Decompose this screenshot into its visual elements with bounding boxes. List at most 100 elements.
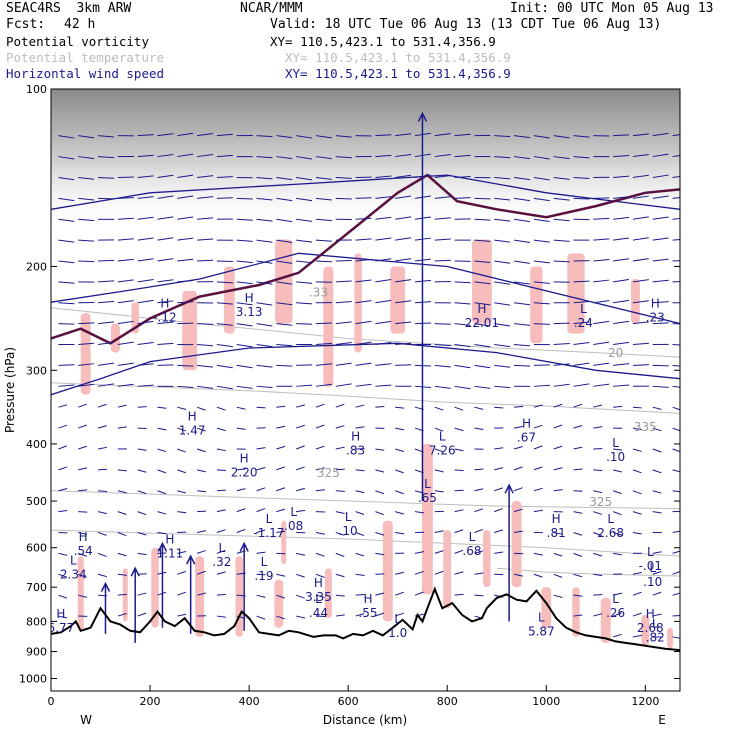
wind-vector-719: [652, 301, 669, 304]
wind-vector-242: [256, 218, 273, 222]
wind-vector-571: [533, 197, 550, 202]
wind-vector-497: [454, 571, 464, 575]
wind-vector-306: [296, 552, 306, 556]
wind-vector-223: [236, 323, 253, 327]
wind-vector-678: [612, 490, 622, 495]
wind-vector-289: [296, 197, 313, 202]
pv-region-6: [323, 266, 334, 387]
wind-vector-680: [612, 532, 622, 536]
wind-vector-424: [395, 511, 404, 515]
wind-vector-272: [276, 344, 293, 347]
wind-vector-325: [315, 445, 325, 450]
wind-vector-485: [454, 323, 471, 326]
wind-vector-683: [613, 592, 623, 596]
wind-vector-151: [177, 322, 194, 325]
y-tick-label-9: 1000: [19, 673, 47, 686]
wind-vector-159: [177, 490, 187, 494]
wind-vector-477: [454, 154, 471, 158]
wind-vector-590: [553, 135, 570, 139]
hl-value-28: .10: [606, 450, 625, 464]
hl-value-11: .08: [284, 519, 303, 533]
wind-vector-353: [335, 532, 345, 536]
wind-vector-488: [454, 385, 471, 390]
hl-value-10: -1.17: [253, 526, 284, 540]
hl-value-7: .44: [309, 606, 328, 620]
legend-pv-name: Potential vorticity: [6, 34, 149, 49]
wind-vector-165: [177, 613, 187, 617]
wind-vector-746: [672, 344, 680, 346]
wind-vector-737: [672, 155, 680, 158]
wind-vector-389: [375, 279, 392, 283]
wind-vector-155: [177, 406, 187, 411]
wind-vector-666: [613, 237, 630, 241]
wind-vector-705: [632, 532, 642, 535]
wind-vector-452: [414, 591, 424, 596]
wind-vector-502: [474, 197, 491, 200]
wind-vector-157: [177, 448, 186, 453]
wind-vector-677: [613, 469, 622, 473]
wind-vector-81: [117, 341, 134, 346]
wind-vector-745: [672, 323, 680, 325]
wind-vector-368: [355, 341, 372, 346]
wind-vector-361: [355, 197, 372, 199]
wind-vector-179: [196, 406, 206, 411]
wind-vector-478: [454, 175, 471, 178]
wind-vector-584: [533, 466, 543, 471]
wind-vector-532: [494, 323, 511, 327]
wind-vector-100: [137, 237, 154, 241]
wind-vector-51: [98, 197, 115, 200]
forecast-hour: 42 h: [64, 17, 96, 32]
wind-vector-132: [157, 406, 167, 409]
hl-value-1: .54: [74, 544, 93, 558]
wind-vector-417: [395, 364, 412, 366]
wind-vector-476: [454, 133, 471, 137]
wind-vector-672: [613, 363, 630, 366]
wind-vector-275: [276, 405, 286, 408]
wind-vector-262: [276, 135, 293, 139]
wind-vector-385: [375, 196, 392, 199]
wind-vector-153: [177, 364, 194, 367]
wind-vector-559: [514, 405, 524, 408]
x-tick-label-4: 800: [437, 695, 458, 708]
wind-vector-254: [256, 467, 266, 471]
wind-vector-60: [97, 383, 114, 387]
wind-vector-224: [236, 344, 253, 348]
hl-letter-16: L: [647, 545, 654, 559]
wind-vector-448: [414, 511, 425, 514]
legend-wind-name: Horizontal wind speed: [6, 66, 165, 81]
wind-vector-315: [315, 239, 332, 242]
hl-value-15: .68: [462, 544, 481, 558]
hl-letter-10: L: [266, 512, 273, 526]
wind-vector-172: [197, 259, 214, 262]
wind-vector-381: [355, 613, 365, 617]
wind-vector-77: [117, 258, 134, 262]
wind-vector-69: [97, 573, 107, 578]
wind-vector-412: [395, 258, 412, 262]
pv-region-15: [151, 547, 159, 628]
hl-value-33: .23: [646, 311, 665, 325]
hl-value-31: 22.01: [465, 316, 499, 330]
wind-vector-653: [593, 469, 603, 472]
wind-vector-718: [652, 279, 669, 283]
forecast-label: Fcst:: [6, 17, 46, 32]
hl-letter-3: H: [165, 532, 174, 546]
wind-vector-489: [454, 406, 464, 411]
wind-vector-399: [375, 490, 385, 495]
wind-vector-549: [514, 197, 530, 202]
org-label: NCAR/MMM: [240, 1, 303, 16]
wind-vector-12: [58, 384, 75, 387]
contour-value-3: .33: [309, 286, 328, 300]
wind-vector-185: [197, 530, 207, 534]
wind-vector-416: [395, 342, 412, 346]
wind-vector-93: [117, 593, 127, 596]
wind-vector-130: [157, 364, 174, 366]
wind-vector-513: [474, 427, 484, 430]
wind-vector-233: [236, 528, 246, 533]
wind-vector-280: [276, 508, 286, 513]
wind-vector-648: [593, 362, 610, 366]
wind-vector-428: [395, 591, 404, 596]
wind-vector-162: [177, 551, 187, 554]
wind-vector-169: [197, 196, 214, 199]
pv-region-30: [667, 627, 674, 649]
wind-vector-28: [78, 218, 95, 222]
